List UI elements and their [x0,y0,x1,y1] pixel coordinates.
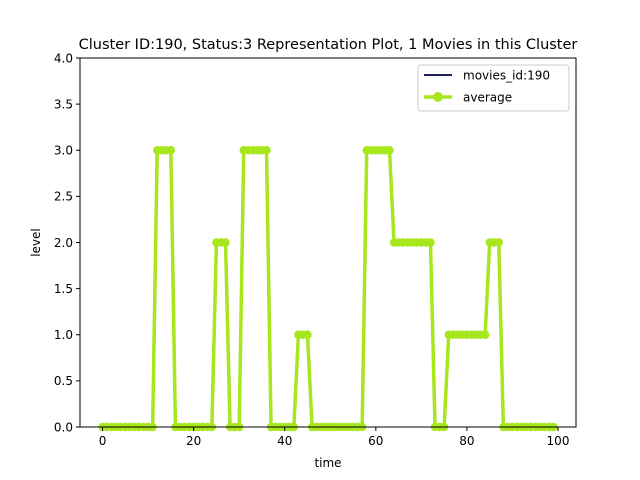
y-tick-label: 1.5 [54,282,73,296]
legend-label-average: average [463,91,512,105]
y-tick-label: 3.0 [54,144,73,158]
legend: movies_id:190 average [417,64,570,112]
data-point [480,330,490,339]
x-tick-label: 20 [186,434,201,448]
y-axis-label: level [29,228,43,257]
x-axis: 0 20 40 60 80 100 [99,427,570,448]
data-point [426,238,435,247]
series-line-1 [102,148,554,429]
y-tick-label: 3.5 [54,97,73,111]
data-point [221,238,230,247]
legend-marker-average [433,92,443,102]
x-tick-label: 80 [459,434,474,448]
y-tick-label: 0.0 [54,420,73,434]
y-tick-label: 4.0 [54,51,73,65]
x-tick-label: 40 [277,434,292,448]
data-point [303,330,312,339]
y-tick-label: 0.5 [54,374,73,388]
x-axis-label: time [314,456,341,470]
data-point [166,146,176,155]
y-axis: 0.0 0.5 1.0 1.5 2.0 2.5 3.0 3.5 4.0 [54,51,80,434]
legend-label-movies: movies_id:190 [463,69,550,83]
y-tick-label: 2.0 [54,236,73,250]
data-point [494,238,503,247]
series-1 [98,146,558,432]
data-point [385,146,394,155]
legend-box [417,64,570,112]
x-tick-label: 100 [547,434,570,448]
y-tick-label: 2.5 [54,190,73,204]
x-tick-label: 60 [368,434,383,448]
data-point [262,146,271,155]
x-tick-label: 0 [99,434,107,448]
y-tick-label: 1.0 [54,328,73,342]
plot-area [98,146,558,432]
chart-title: Cluster ID:190, Status:3 Representation … [79,37,578,53]
